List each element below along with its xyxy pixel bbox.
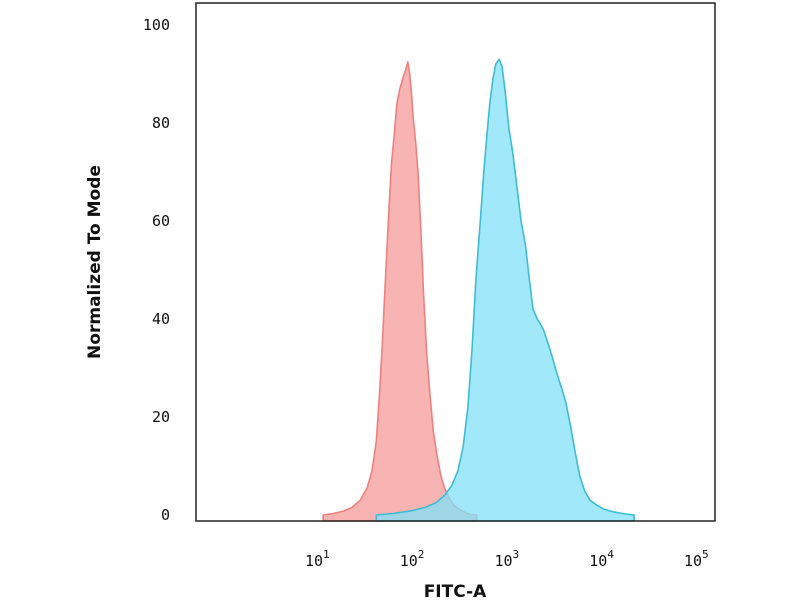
series-layer: [322, 58, 635, 522]
x-tick-label: 105: [684, 548, 709, 570]
y-axis: 0 20 40 60 80 100: [143, 16, 170, 524]
y-tick-label: 80: [152, 114, 170, 132]
plot-background: [196, 3, 715, 521]
x-axis-title: FITC-A: [424, 582, 487, 600]
histogram-series-2: [375, 58, 635, 522]
y-tick-label: 40: [152, 310, 170, 328]
y-tick-label: 100: [143, 16, 170, 34]
y-tick-label: 20: [152, 408, 170, 426]
y-axis-title: Normalized To Mode: [85, 165, 105, 359]
x-tick-label: 102: [400, 548, 425, 570]
plot-frame: [195, 2, 716, 522]
x-tick-label: 104: [589, 548, 614, 570]
y-tick-label: 60: [152, 212, 170, 230]
x-axis: 101 102 103 104 105: [305, 548, 709, 570]
y-tick-label: 0: [161, 506, 170, 524]
x-tick-label: 101: [305, 548, 330, 570]
x-tick-label: 103: [494, 548, 519, 570]
